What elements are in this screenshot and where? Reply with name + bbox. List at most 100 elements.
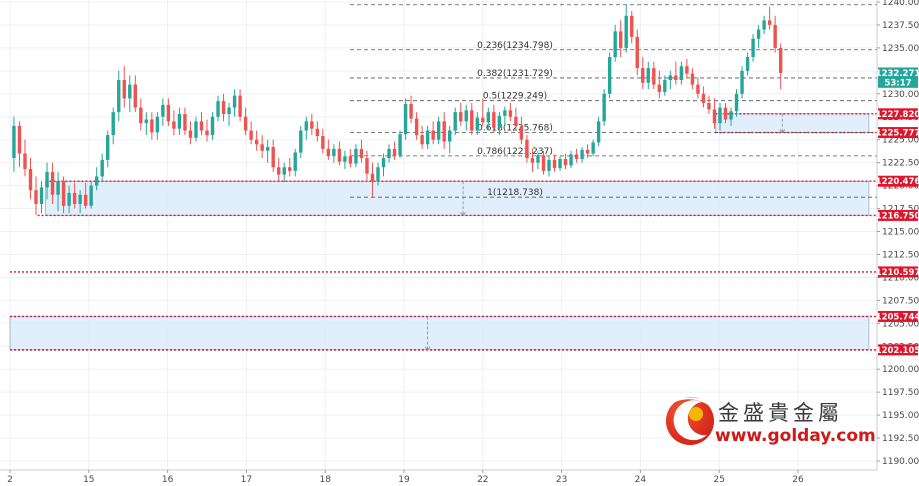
candles (12, 4, 783, 215)
y-tick-label: 1205.000 (882, 319, 919, 329)
candle-body (100, 159, 104, 177)
candle-body (293, 152, 297, 171)
price-tag-bg (878, 266, 918, 278)
candle-body (464, 110, 468, 122)
candle-body (78, 194, 82, 204)
candle-body (712, 109, 717, 124)
fib-level-label: 0.5(1229.249) (483, 92, 547, 102)
candle-body (254, 139, 259, 145)
candle-body (778, 47, 783, 73)
price-tag-label: 53:17 (884, 78, 911, 88)
candle-body (221, 101, 226, 114)
candle-body (370, 173, 375, 182)
candle-body (569, 154, 573, 166)
price-tag-label: 1227.820 (876, 110, 919, 120)
grid-lines (0, 0, 877, 470)
candle-body (657, 84, 662, 92)
fib-level-label: 0.382(1231.729) (477, 69, 553, 79)
candle-body (392, 148, 397, 156)
candle-body (83, 194, 88, 206)
candle-body (94, 176, 99, 186)
candle-body (282, 167, 286, 175)
x-axis: 2 15 16 17 18 19 22 23 24 25 26 (0, 469, 919, 486)
price-tag: 1227.820 (876, 108, 919, 120)
golday-logo: 金盛貴金屬 www.golday.com (666, 397, 876, 446)
price-tag: 1225.777 (876, 127, 919, 139)
candle-body (343, 156, 347, 162)
fib-level-label: 0.786(1223.237) (477, 147, 553, 157)
candle-body (492, 112, 496, 128)
candle-body (685, 66, 689, 74)
price-tag: 1210.597 (876, 266, 919, 278)
candle-body (563, 158, 568, 166)
y-tick-label: 1207.500 (882, 296, 919, 306)
price-tag-bg (878, 76, 918, 88)
candle-body (448, 130, 452, 142)
candle-body (72, 192, 77, 204)
candle-body (707, 102, 711, 110)
candle-body (177, 113, 182, 129)
candle-body (641, 68, 645, 83)
y-tick-label: 1210.000 (882, 273, 919, 283)
candle-body (161, 104, 165, 117)
candle-body (23, 153, 27, 170)
measure-arrows (424, 113, 786, 351)
price-tag-bg (878, 108, 918, 120)
x-tick-label: 16 (162, 475, 174, 485)
candle-body (630, 15, 634, 37)
candle-body (453, 112, 457, 131)
candle-body (354, 148, 358, 164)
candle-body (17, 125, 22, 154)
candle-body (756, 29, 761, 39)
candle-body (359, 148, 364, 159)
price-tag: 1216.750 (876, 209, 919, 221)
candle-body (624, 15, 628, 48)
candle-body (39, 187, 44, 204)
candle-body (183, 113, 187, 131)
y-tick-label: 1235.000 (882, 44, 919, 54)
candle-body (646, 68, 650, 83)
price-tag-bg (878, 209, 918, 221)
candle-body (67, 192, 71, 206)
x-tick-label: 17 (241, 475, 252, 485)
logo-emblem-icon (666, 397, 714, 445)
x-tick-label: 19 (398, 475, 410, 485)
y-tick-label: 1222.500 (882, 159, 919, 169)
price-tag-label: 1216.750 (876, 211, 919, 221)
horizontal-level-lines (10, 113, 877, 351)
fib-level-label: 0.618(1225.768) (477, 124, 553, 134)
y-tick-label: 1195.000 (882, 411, 919, 421)
candle-body (530, 158, 535, 163)
candle-body (723, 107, 728, 120)
candle-body (133, 84, 137, 108)
candle-body (663, 80, 667, 92)
candle-body (508, 110, 513, 117)
price-tag-bg (878, 127, 918, 139)
measure-arrow-head (424, 346, 431, 351)
candle-body (762, 20, 766, 30)
candle-body (299, 130, 303, 153)
candle-body (139, 107, 143, 124)
x-tick-label: 26 (792, 475, 804, 485)
candle-body (337, 148, 342, 162)
candle-body (216, 101, 220, 117)
candle-body (205, 130, 209, 136)
candle-body (740, 70, 744, 94)
candle-body (122, 80, 126, 99)
candle-body (238, 95, 242, 117)
candle-body (519, 125, 524, 140)
candle-body (751, 38, 755, 58)
y-tick-label: 1212.500 (882, 250, 919, 260)
candle-body (652, 68, 656, 85)
candle-body (106, 135, 110, 160)
candle-body (315, 128, 320, 137)
candle-body (111, 112, 115, 136)
x-tick-label: 25 (713, 475, 724, 485)
candle-body (150, 119, 154, 133)
fib-level-label: 0.236(1234.798) (477, 41, 553, 51)
candle-body (249, 130, 253, 140)
y-tick-label: 1237.500 (882, 21, 919, 31)
candle-body (376, 167, 380, 182)
